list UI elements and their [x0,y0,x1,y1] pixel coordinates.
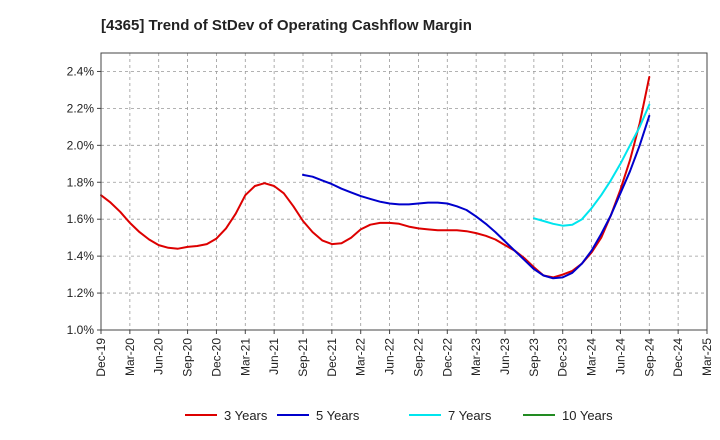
plot-frame [100,52,708,331]
x-tick-label: Sep-22 [411,338,425,377]
chart-title: [4365] Trend of StDev of Operating Cashf… [101,17,472,34]
x-tick-label: Sep-20 [181,338,195,377]
legend-label: 7 Years [448,408,492,423]
x-axis: Dec-19 Mar-20 Jun-20 Sep-20 Dec-20 Mar-21 Jun-… [94,330,714,377]
y-tick-label: 2.0% [67,138,95,152]
x-tick-label: Dec-24 [671,338,685,377]
x-tick-label: Mar-23 [469,338,483,376]
x-tick-label: Dec-21 [325,338,339,377]
series-line-5-years [302,114,651,280]
series-line-7-years [532,103,651,227]
x-tick-label: Mar-24 [585,338,599,376]
x-tick-label: Sep-21 [296,338,310,377]
x-tick-label: Jun-21 [267,338,281,375]
y-tick-label: 1.8% [67,175,95,189]
x-tick-label: Dec-22 [440,338,454,377]
y-tick-label: 1.4% [67,249,95,263]
x-tick-label: Sep-23 [527,338,541,377]
y-tick-label: 2.4% [67,64,95,78]
legend: 3 Years 5 Years 7 Years 10 Years [185,408,613,423]
x-tick-label: Dec-19 [94,338,108,377]
y-axis: 1.0% 1.2% 1.4% 1.6% 1.8% 2.0% 2.2% 2.4% [67,64,101,337]
series-line-3-years [100,76,651,279]
x-tick-label: Mar-20 [123,338,137,376]
x-tick-label: Mar-25 [700,338,714,376]
x-tick-label: Dec-23 [556,338,570,377]
y-tick-label: 1.0% [67,323,95,337]
x-tick-label: Mar-21 [238,338,252,376]
legend-label: 5 Years [316,408,360,423]
legend-label: 3 Years [224,408,268,423]
series-group [100,76,651,280]
x-tick-label: Sep-24 [642,338,656,377]
x-tick-label: Jun-24 [613,338,627,375]
legend-label: 10 Years [562,408,613,423]
x-tick-label: Jun-23 [498,338,512,375]
x-tick-label: Dec-20 [209,338,223,377]
x-tick-label: Jun-22 [383,338,397,375]
grid [100,53,708,331]
y-tick-label: 2.2% [67,101,95,115]
x-tick-label: Mar-22 [354,338,368,376]
y-tick-label: 1.2% [67,286,95,300]
y-tick-label: 1.6% [67,212,95,226]
x-tick-label: Jun-20 [152,338,166,375]
